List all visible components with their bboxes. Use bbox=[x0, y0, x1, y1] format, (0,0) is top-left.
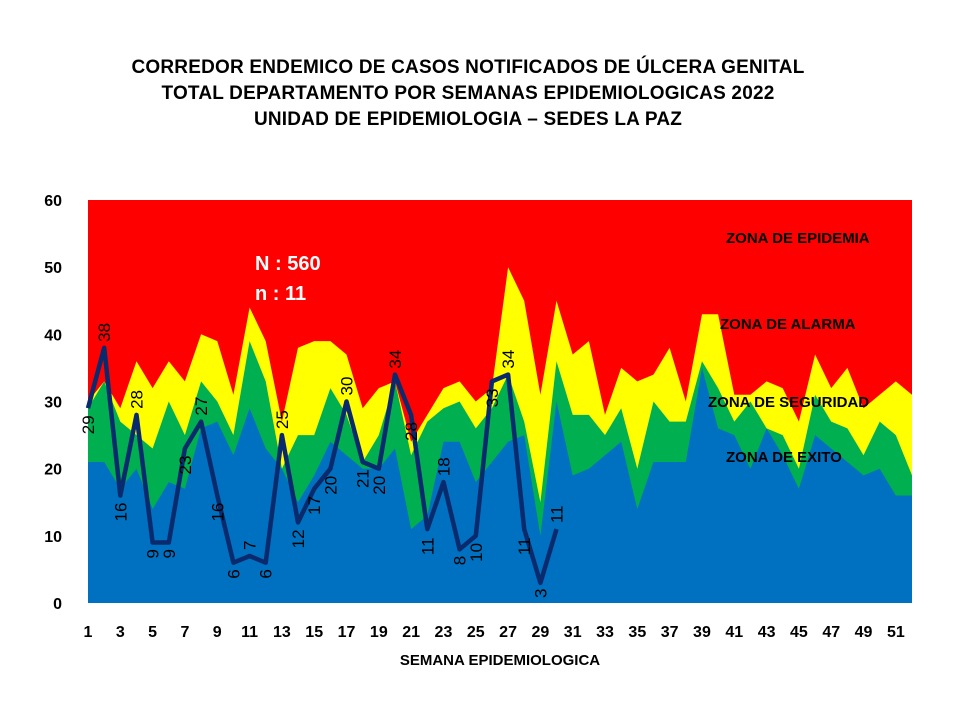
x-axis: 1 3 5 7 9 11 13 15 17 19 21 23 25 27 29 31 33 35 37 39 41 43 4… bbox=[84, 624, 905, 641]
chart-title-line-1: CORREDOR ENDEMICO DE CASOS NOTIFICADOS D… bbox=[131, 57, 805, 78]
x-tick-label: 5 bbox=[148, 624, 157, 641]
x-tick-label: 1 bbox=[84, 624, 93, 641]
data-label: 9 bbox=[160, 549, 179, 558]
y-axis: 0 10 20 30 40 50 60 bbox=[44, 193, 62, 613]
data-label: 8 bbox=[451, 556, 470, 565]
x-tick-label: 15 bbox=[305, 624, 323, 641]
x-tick-label: 3 bbox=[116, 624, 125, 641]
data-label: 34 bbox=[386, 350, 405, 369]
data-label: 6 bbox=[224, 569, 243, 578]
data-label: 30 bbox=[338, 377, 357, 396]
x-tick-label: 29 bbox=[531, 624, 549, 641]
data-label: 9 bbox=[144, 549, 163, 558]
data-label: 16 bbox=[208, 503, 227, 522]
data-label: 23 bbox=[176, 456, 195, 475]
y-tick-label: 40 bbox=[44, 327, 62, 344]
data-label: 11 bbox=[418, 537, 437, 555]
data-label: 25 bbox=[273, 410, 292, 429]
x-tick-label: 51 bbox=[887, 624, 905, 641]
y-tick-label: 50 bbox=[44, 260, 62, 277]
data-label: 16 bbox=[111, 503, 130, 522]
x-tick-label: 39 bbox=[693, 624, 711, 641]
zone-alarma-label: ZONA DE ALARMA bbox=[720, 316, 856, 333]
data-label: 29 bbox=[79, 415, 98, 434]
y-tick-label: 0 bbox=[53, 596, 62, 613]
zone-labels: ZONA DE EPIDEMIA ZONA DE ALARMA ZONA DE … bbox=[708, 230, 870, 466]
x-tick-label: 7 bbox=[180, 624, 189, 641]
data-label: 18 bbox=[435, 457, 454, 476]
data-label: 11 bbox=[515, 537, 534, 555]
x-tick-label: 21 bbox=[402, 624, 420, 641]
zone-areas bbox=[88, 200, 912, 603]
data-labels: 2938162899232716676251217203021203428111… bbox=[79, 323, 567, 598]
x-tick-label: 23 bbox=[435, 624, 453, 641]
x-tick-label: 31 bbox=[564, 624, 582, 641]
x-tick-label: 11 bbox=[241, 624, 258, 641]
x-tick-label: 37 bbox=[661, 624, 679, 641]
x-tick-label: 25 bbox=[467, 624, 485, 641]
y-tick-label: 10 bbox=[44, 529, 62, 546]
data-label: 20 bbox=[370, 476, 389, 495]
x-tick-label: 49 bbox=[855, 624, 873, 641]
chart-title-line-2: TOTAL DEPARTAMENTO POR SEMANAS EPIDEMIOL… bbox=[161, 83, 775, 104]
x-tick-label: 19 bbox=[370, 624, 388, 641]
data-label: 28 bbox=[128, 390, 147, 409]
zone-exito-area bbox=[88, 367, 912, 603]
zone-epidemia-label: ZONA DE EPIDEMIA bbox=[726, 230, 870, 247]
data-label: 38 bbox=[95, 323, 114, 342]
annotation-N-total: N : 560 bbox=[255, 253, 321, 275]
data-label: 7 bbox=[241, 541, 260, 550]
data-label: 20 bbox=[321, 476, 340, 495]
x-tick-label: 43 bbox=[758, 624, 776, 641]
y-tick-label: 20 bbox=[44, 462, 62, 479]
data-label: 21 bbox=[354, 469, 373, 488]
data-label: 12 bbox=[289, 529, 308, 548]
cases-line bbox=[85, 345, 559, 586]
zone-exito-label: ZONA DE EXITO bbox=[726, 449, 842, 466]
data-label: 33 bbox=[483, 388, 502, 407]
data-label: 11 bbox=[548, 505, 567, 523]
zone-seguridad-label: ZONA DE SEGURIDAD bbox=[708, 394, 869, 411]
data-label: 27 bbox=[192, 397, 211, 416]
x-tick-label: 13 bbox=[273, 624, 291, 641]
y-tick-label: 30 bbox=[44, 395, 62, 412]
x-tick-label: 41 bbox=[725, 624, 743, 641]
data-label: 3 bbox=[531, 589, 550, 598]
annotation-n-current: n : 11 bbox=[255, 283, 306, 305]
x-tick-label: 9 bbox=[213, 624, 222, 641]
x-tick-label: 17 bbox=[338, 624, 356, 641]
x-tick-label: 47 bbox=[822, 624, 840, 641]
x-tick-label: 45 bbox=[790, 624, 808, 641]
x-tick-label: 33 bbox=[596, 624, 614, 641]
data-label: 28 bbox=[402, 422, 421, 441]
x-tick-label: 35 bbox=[628, 624, 646, 641]
data-label: 10 bbox=[467, 543, 486, 562]
y-tick-label: 60 bbox=[44, 193, 62, 210]
data-label: 6 bbox=[257, 569, 276, 578]
data-label: 34 bbox=[499, 350, 518, 369]
x-axis-title: SEMANA EPIDEMIOLOGICA bbox=[400, 652, 600, 669]
x-tick-label: 27 bbox=[499, 624, 517, 641]
data-label: 17 bbox=[305, 496, 324, 515]
cases-line-series bbox=[85, 345, 559, 586]
chart-title-line-3: UNIDAD DE EPIDEMIOLOGIA – SEDES LA PAZ bbox=[253, 109, 683, 130]
